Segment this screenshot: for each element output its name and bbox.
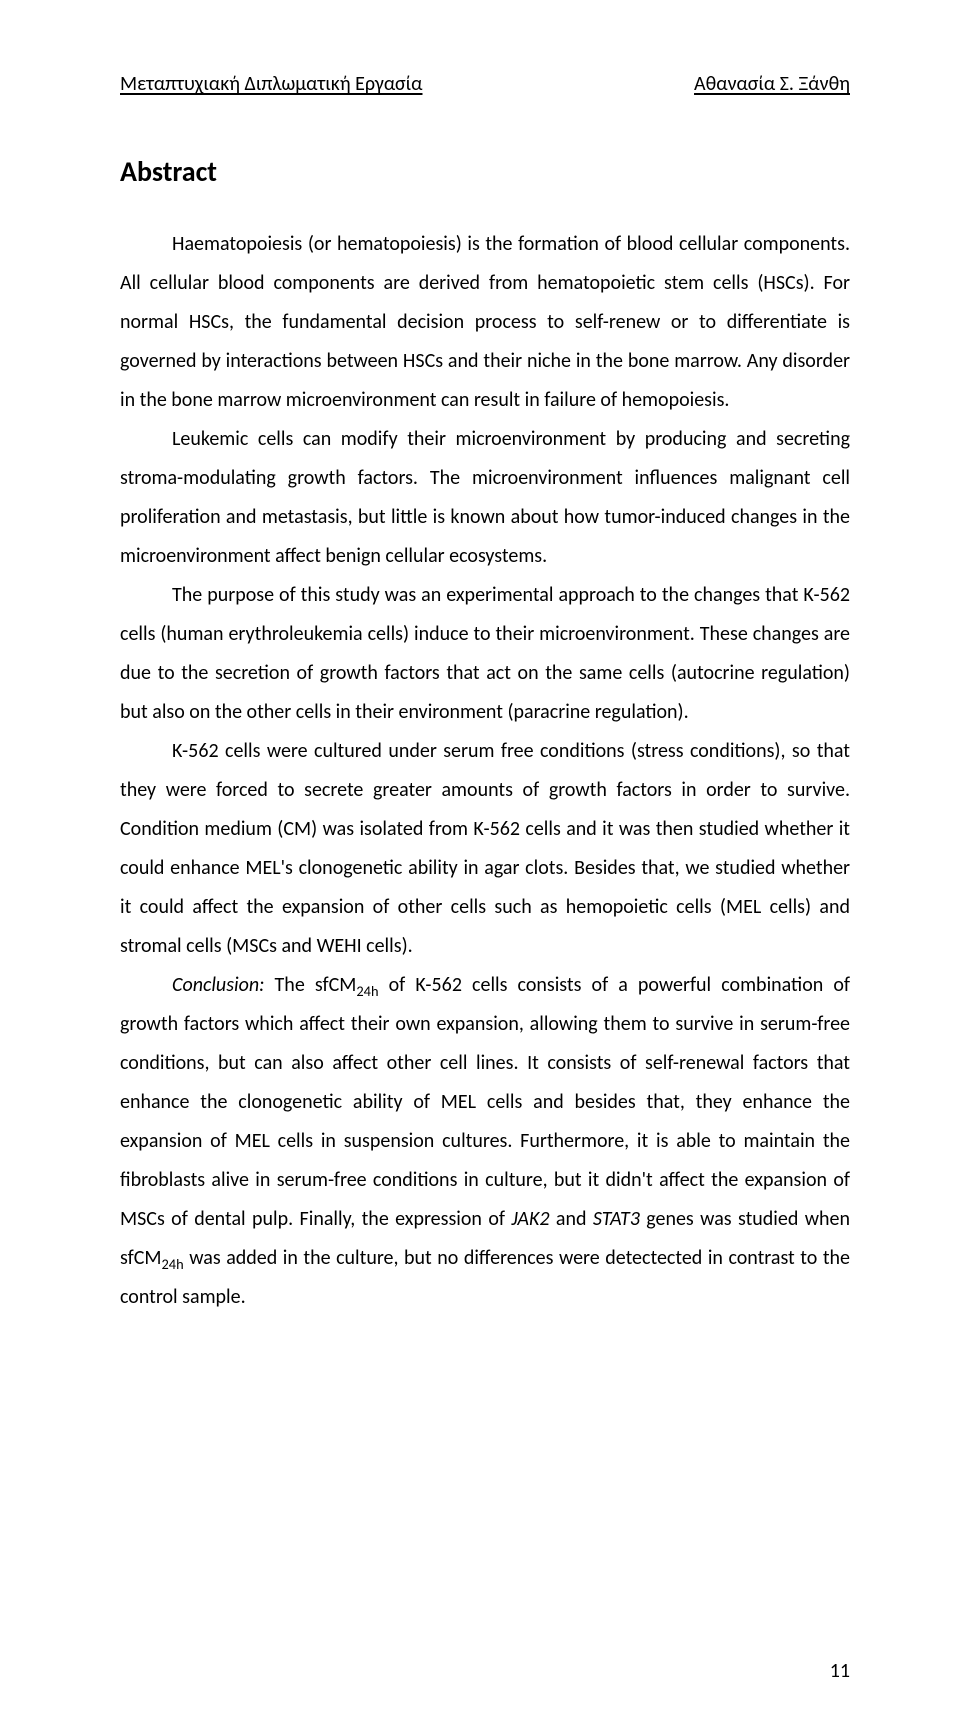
p5-text-a: The sfCM [264,973,356,997]
paragraph-3: The purpose of this study was an experim… [120,576,850,732]
paragraph-2: Leukemic cells can modify their microenv… [120,420,850,576]
p5-text-b: of K-562 cells consists of a powerful co… [120,973,850,1231]
subscript-24h-2: 24h [162,1255,184,1273]
running-head: Μεταπτυχιακή Διπλωματική Εργασία Αθανασί… [120,72,850,96]
page-number: 11 [830,1659,850,1683]
section-title: Abstract [120,154,850,189]
subscript-24h-1: 24h [356,982,378,1000]
paragraph-1: Haematopoiesis (or hematopoiesis) is the… [120,225,850,420]
p5-text-e: was added in the culture, but no differe… [120,1246,850,1309]
p5-text-c: and [549,1207,592,1231]
document-page: Μεταπτυχιακή Διπλωματική Εργασία Αθανασί… [0,0,960,1731]
paragraph-4: K-562 cells were cultured under serum fr… [120,732,850,966]
conclusion-label: Conclusion: [172,973,264,997]
running-head-left: Μεταπτυχιακή Διπλωματική Εργασία [120,72,422,96]
body-text: Haematopoiesis (or hematopoiesis) is the… [120,225,850,1317]
gene-stat3: STAT3 [593,1207,640,1231]
running-head-right: Αθανασία Σ. Ξάνθη [694,72,850,96]
paragraph-5: Conclusion: The sfCM24h of K-562 cells c… [120,966,850,1317]
gene-jak2: JAK2 [511,1207,549,1231]
